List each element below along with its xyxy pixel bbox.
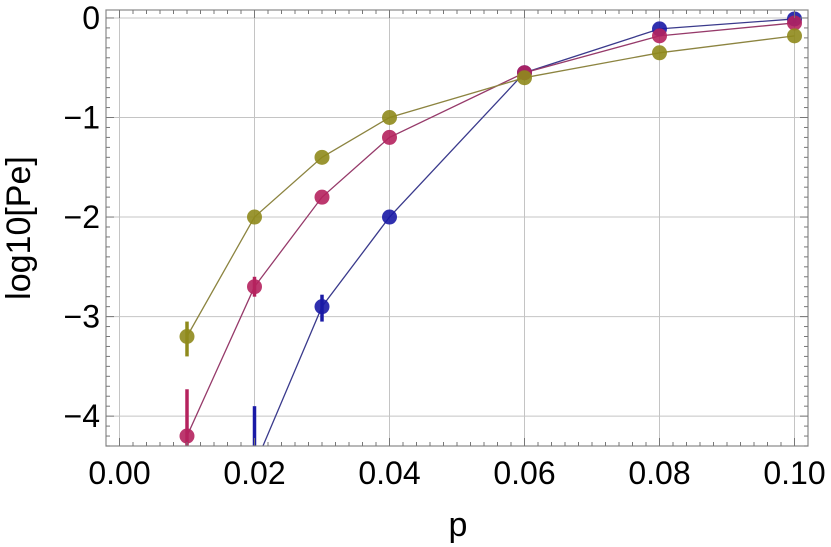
- data-point: [179, 329, 195, 345]
- y-tick-label: −4: [64, 398, 100, 434]
- data-point: [314, 189, 330, 205]
- y-tick-label: 0: [82, 0, 100, 36]
- grid: [106, 10, 808, 446]
- plot-frame: [105, 9, 809, 447]
- data-point: [247, 279, 262, 295]
- x-tick-label: 0.06: [493, 455, 555, 491]
- data-point: [382, 209, 397, 225]
- series-marks-group: [179, 11, 802, 446]
- series-line-2: [186, 22, 795, 437]
- x-tick-label: 0.02: [223, 455, 285, 491]
- x-tick-label: 0.08: [628, 455, 690, 491]
- data-point: [787, 15, 802, 31]
- data-point: [314, 149, 330, 165]
- x-tick-label: 0.10: [763, 455, 825, 491]
- y-axis-label: log10[Pe]: [0, 156, 38, 300]
- x-tick-label: 0.04: [358, 455, 420, 491]
- data-point: [517, 70, 532, 86]
- data-point: [314, 299, 330, 315]
- x-tick-label: 0.00: [88, 455, 150, 491]
- data-point: [179, 428, 195, 444]
- x-axis-label: p: [449, 506, 468, 544]
- data-point: [787, 28, 802, 44]
- y-tick-label: −1: [64, 100, 100, 136]
- series-line-1: [262, 18, 795, 446]
- tick-labels: 0.00 0.02 0.04 0.06 0.08 0.10 0 −1 −2 −3 −4: [64, 0, 826, 491]
- data-point: [382, 129, 397, 145]
- series-lines-group: [186, 18, 795, 446]
- data-point: [382, 110, 397, 126]
- plot-series: [179, 11, 802, 446]
- axis-ticks: [106, 10, 808, 447]
- data-point: [652, 28, 667, 44]
- series-line-3: [186, 35, 795, 337]
- y-tick-label: −3: [64, 299, 100, 335]
- data-point: [247, 209, 262, 225]
- y-tick-label: −2: [64, 199, 100, 235]
- data-point: [652, 45, 667, 61]
